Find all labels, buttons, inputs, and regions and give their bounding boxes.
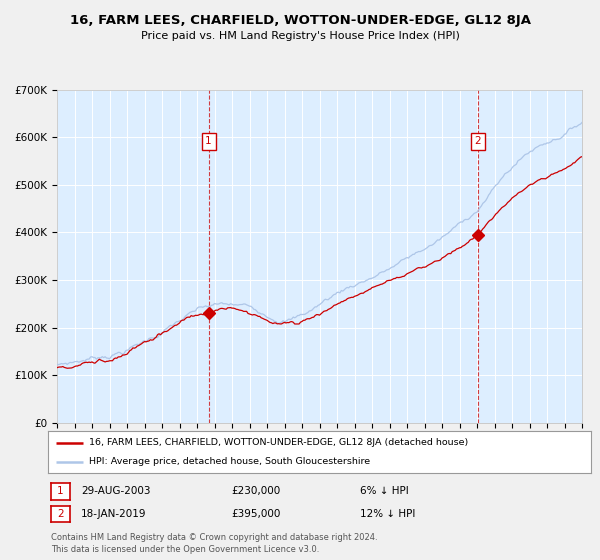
Text: 6% ↓ HPI: 6% ↓ HPI bbox=[360, 486, 409, 496]
Text: 2: 2 bbox=[475, 136, 481, 146]
Text: Price paid vs. HM Land Registry's House Price Index (HPI): Price paid vs. HM Land Registry's House … bbox=[140, 31, 460, 41]
Text: 16, FARM LEES, CHARFIELD, WOTTON-UNDER-EDGE, GL12 8JA (detached house): 16, FARM LEES, CHARFIELD, WOTTON-UNDER-E… bbox=[89, 438, 468, 447]
Text: 12% ↓ HPI: 12% ↓ HPI bbox=[360, 509, 415, 519]
Text: 2: 2 bbox=[57, 509, 64, 519]
Text: 1: 1 bbox=[205, 136, 212, 146]
Text: 29-AUG-2003: 29-AUG-2003 bbox=[81, 486, 151, 496]
Text: £395,000: £395,000 bbox=[231, 509, 280, 519]
Text: 16, FARM LEES, CHARFIELD, WOTTON-UNDER-EDGE, GL12 8JA: 16, FARM LEES, CHARFIELD, WOTTON-UNDER-E… bbox=[70, 14, 530, 27]
Text: Contains HM Land Registry data © Crown copyright and database right 2024.
This d: Contains HM Land Registry data © Crown c… bbox=[51, 533, 377, 554]
Text: £230,000: £230,000 bbox=[231, 486, 280, 496]
Text: HPI: Average price, detached house, South Gloucestershire: HPI: Average price, detached house, Sout… bbox=[89, 458, 370, 466]
Text: 18-JAN-2019: 18-JAN-2019 bbox=[81, 509, 146, 519]
Text: 1: 1 bbox=[57, 486, 64, 496]
